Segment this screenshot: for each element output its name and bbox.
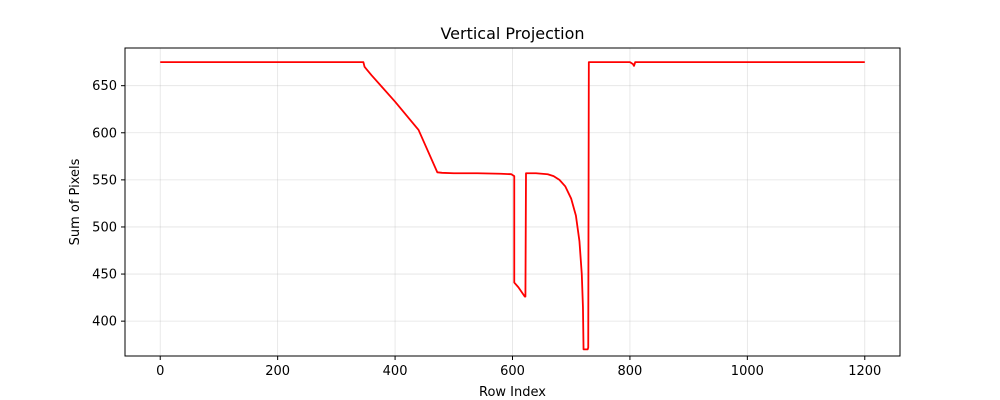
y-tick-label: 450 — [92, 268, 117, 283]
chart-title: Vertical Projection — [440, 24, 584, 43]
x-axis-title: Row Index — [479, 385, 546, 400]
grid — [125, 48, 900, 356]
ticks: 0 200 400 600 800 1000 1200 400 450 500 550 600 650 — [92, 79, 881, 379]
y-tick-label: 650 — [92, 79, 117, 94]
series-layer — [160, 61, 865, 351]
x-tick-label: 400 — [383, 364, 408, 379]
x-tick-label: 800 — [618, 364, 643, 379]
y-tick-label: 500 — [92, 220, 117, 235]
y-tick-label: 550 — [92, 173, 117, 188]
series-line — [160, 61, 865, 351]
y-axis-title: Sum of Pixels — [68, 158, 83, 245]
y-tick-label: 600 — [92, 126, 117, 141]
x-tick-label: 200 — [265, 364, 290, 379]
x-tick-label: 1000 — [731, 364, 764, 379]
x-tick-label: 0 — [156, 364, 164, 379]
x-tick-label: 1200 — [848, 364, 881, 379]
x-tick-label: 600 — [500, 364, 525, 379]
y-tick-label: 400 — [92, 315, 117, 330]
